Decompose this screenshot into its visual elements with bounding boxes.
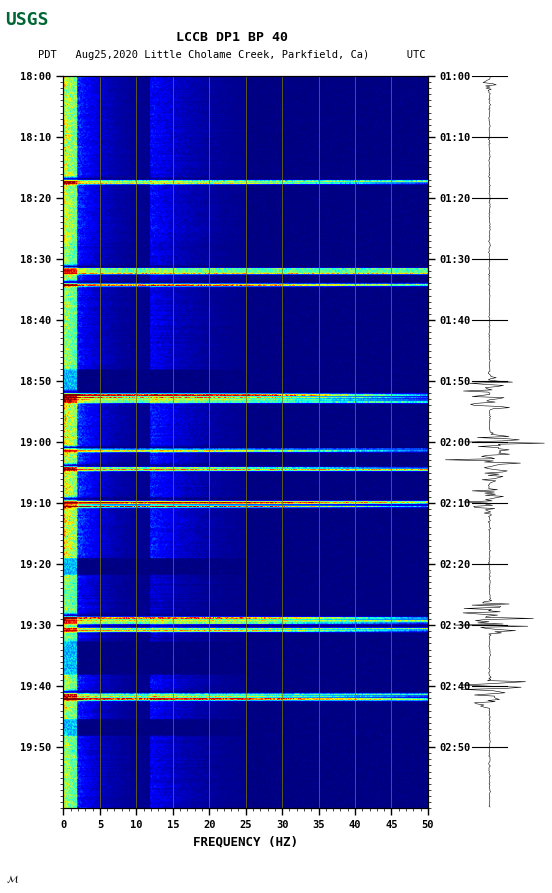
Text: PDT   Aug25,2020 Little Cholame Creek, Parkfield, Ca)      UTC: PDT Aug25,2020 Little Cholame Creek, Par… xyxy=(38,50,426,61)
X-axis label: FREQUENCY (HZ): FREQUENCY (HZ) xyxy=(193,836,298,848)
Text: $\mathcal{M}$: $\mathcal{M}$ xyxy=(6,873,19,885)
Text: LCCB DP1 BP 40: LCCB DP1 BP 40 xyxy=(176,31,288,44)
Text: USGS: USGS xyxy=(6,11,49,29)
